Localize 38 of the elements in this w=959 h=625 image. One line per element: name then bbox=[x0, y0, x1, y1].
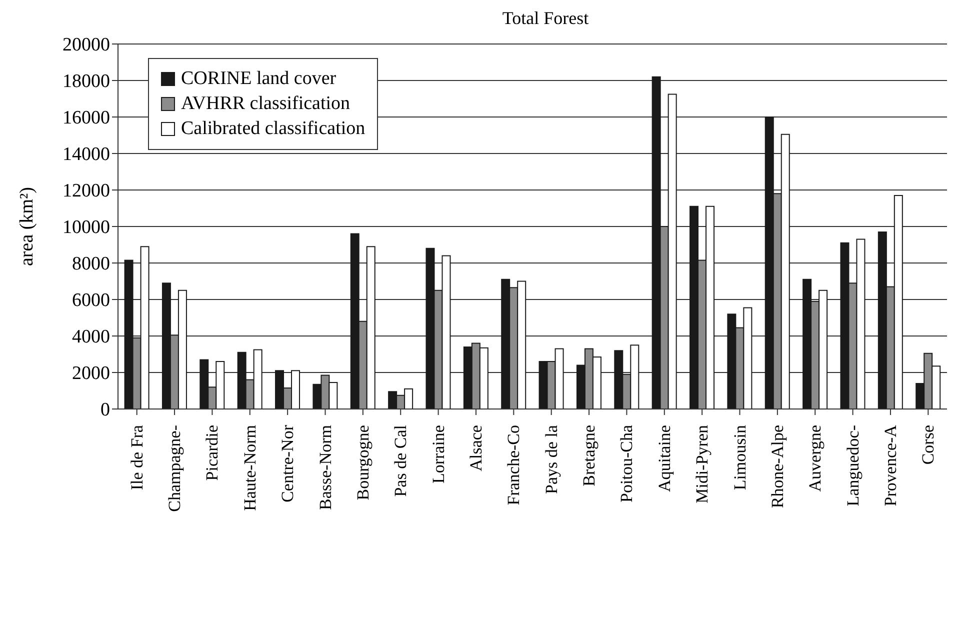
y-tick-label: 6000 bbox=[72, 290, 110, 312]
x-tick-label: Alsace bbox=[466, 425, 486, 472]
legend-label: AVHRR classification bbox=[181, 93, 350, 115]
x-tick-label: Pas de Cal bbox=[391, 424, 410, 497]
y-tick-label: 14000 bbox=[62, 144, 110, 166]
x-tick-label: Poitou-Cha bbox=[617, 424, 636, 502]
x-tick-label: Limousin bbox=[730, 424, 750, 490]
x-tick-label: Centre-Nor bbox=[278, 424, 298, 502]
legend-label: CORINE land cover bbox=[181, 68, 336, 90]
y-axis-title: area (km²) bbox=[16, 186, 38, 266]
x-tick-label: Provence-A bbox=[880, 424, 900, 506]
x-tick-label: Franche-Co bbox=[504, 425, 524, 506]
y-tick-label: 16000 bbox=[62, 108, 110, 129]
y-tick-label: 10000 bbox=[62, 217, 110, 238]
x-tick-label: Champagne- bbox=[165, 424, 184, 512]
x-tick-label: Bourgogne bbox=[353, 425, 372, 500]
y-tick-label: 18000 bbox=[62, 71, 110, 92]
y-tick-label: 0 bbox=[100, 400, 110, 421]
y-tick-label: 12000 bbox=[62, 180, 110, 202]
chart-title: Total Forest bbox=[501, 8, 590, 29]
x-tick-label: Lorraine bbox=[428, 425, 448, 484]
x-tick-label: Picardie bbox=[202, 425, 222, 481]
x-tick-label: Basse-Norm bbox=[316, 425, 335, 510]
y-tick-label: 4000 bbox=[72, 326, 110, 348]
legend-label: Calibrated classification bbox=[181, 118, 366, 140]
x-tick-label: Ile de Fra bbox=[127, 424, 146, 490]
x-tick-label: Bretagne bbox=[580, 425, 599, 486]
x-tick-label: Languedoc- bbox=[843, 424, 862, 506]
x-tick-label: Midi-Pyren bbox=[692, 424, 712, 504]
x-tick-label: Aquitaine bbox=[654, 425, 674, 492]
x-tick-label: Auvergne bbox=[806, 425, 825, 492]
x-tick-label: Rhone-Alpe bbox=[768, 425, 787, 508]
x-tick-label: Corse bbox=[918, 425, 938, 465]
y-tick-label: 2000 bbox=[72, 363, 110, 384]
x-tick-label: Haute-Norm bbox=[240, 425, 260, 511]
y-tick-label: 20000 bbox=[62, 34, 110, 56]
x-tick-label: Pays de la bbox=[542, 424, 561, 494]
y-tick-label: 8000 bbox=[72, 254, 110, 275]
